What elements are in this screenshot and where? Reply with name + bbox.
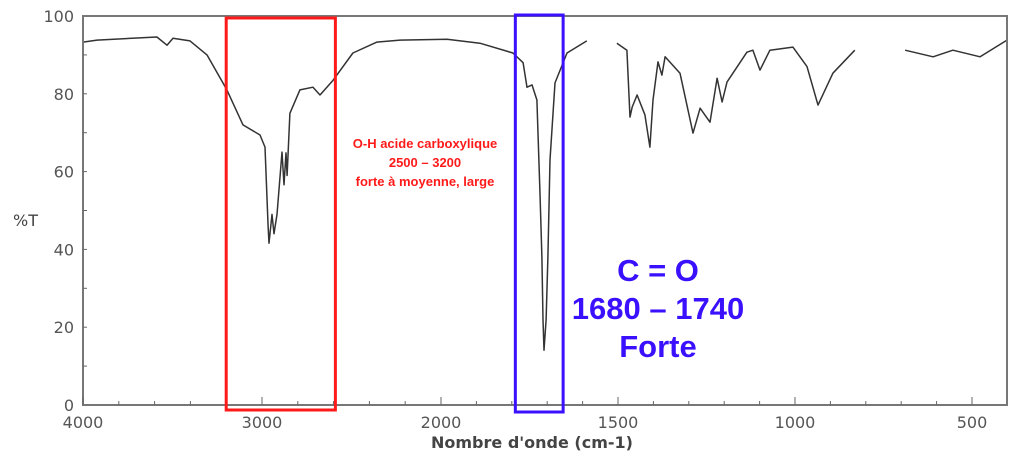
- y-tick-label: 40: [54, 240, 74, 259]
- x-tick-label: 4000: [63, 413, 104, 432]
- co-annotation: C = O 1680 – 1740 Forte: [572, 253, 744, 364]
- spectrum-line-segment: [616, 42, 856, 148]
- oh-annotation-intensity: forte à moyenne, large: [356, 174, 495, 189]
- x-tick-label: 2000: [421, 413, 462, 432]
- x-tick-label: 500: [957, 413, 988, 432]
- y-tick-label: 20: [54, 318, 74, 337]
- x-tick-label: 1500: [598, 413, 639, 432]
- spectrum-trace: [82, 36, 1008, 351]
- y-tick-label: 0: [64, 396, 74, 415]
- oh-annotation: O-H acide carboxylique 2500 – 3200 forte…: [353, 136, 498, 189]
- co-band-highlight-box: [513, 13, 565, 414]
- y-tick-label: 100: [43, 7, 74, 26]
- y-tick-label: 80: [54, 85, 74, 104]
- axis-ticks: [82, 54, 973, 405]
- co-annotation-title: C = O: [617, 253, 699, 288]
- y-axis-label: %T: [13, 211, 38, 230]
- spectrum-line-segment: [82, 36, 588, 351]
- oh-annotation-title: O-H acide carboxylique: [353, 136, 498, 151]
- spectrum-line-segment: [904, 39, 1008, 58]
- x-tick-label: 1000: [775, 413, 816, 432]
- y-tick-labels: 0 20 40 60 80 100: [43, 7, 74, 415]
- oh-annotation-range: 2500 – 3200: [389, 155, 461, 170]
- co-annotation-intensity: Forte: [619, 329, 697, 364]
- x-tick-label: 3000: [242, 413, 283, 432]
- x-axis-label: Nombre d'onde (cm-1): [431, 433, 633, 452]
- x-tick-labels: 4000 3000 2000 1500 1000 500: [63, 413, 988, 432]
- y-tick-label: 60: [54, 163, 74, 182]
- plot-frame: [82, 15, 1008, 406]
- oh-band-highlight-box: [224, 16, 337, 412]
- co-annotation-range: 1680 – 1740: [572, 291, 744, 326]
